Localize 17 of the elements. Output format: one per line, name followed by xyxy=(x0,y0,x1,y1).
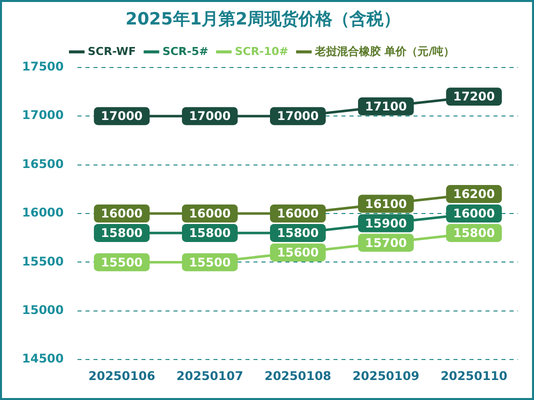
y-tick-label: 17000 xyxy=(22,108,64,122)
y-tick-label: 14500 xyxy=(22,352,64,366)
x-tick-label: 20250108 xyxy=(264,368,332,383)
legend-label: SCR-10# xyxy=(234,44,288,58)
y-tick-label: 15500 xyxy=(22,254,64,268)
x-tick-label: 20250110 xyxy=(440,368,508,383)
legend-label: 老挝混合橡胶 单价（元/吨） xyxy=(314,44,455,58)
y-tick-label: 16500 xyxy=(22,156,64,171)
y-tick-label: 16000 xyxy=(22,206,64,220)
chart-title: 2025年1月第2周现货价格（含税） xyxy=(126,10,400,30)
y-tick-label: 17500 xyxy=(22,60,64,74)
y-tick-label: 15000 xyxy=(22,303,64,318)
legend-label: SCR-5# xyxy=(162,44,208,58)
x-tick-label: 20250107 xyxy=(176,368,244,383)
x-tick-label: 20250109 xyxy=(352,368,420,383)
legend-label: SCR-WF xyxy=(88,44,136,58)
x-tick-label: 20250106 xyxy=(88,368,156,383)
